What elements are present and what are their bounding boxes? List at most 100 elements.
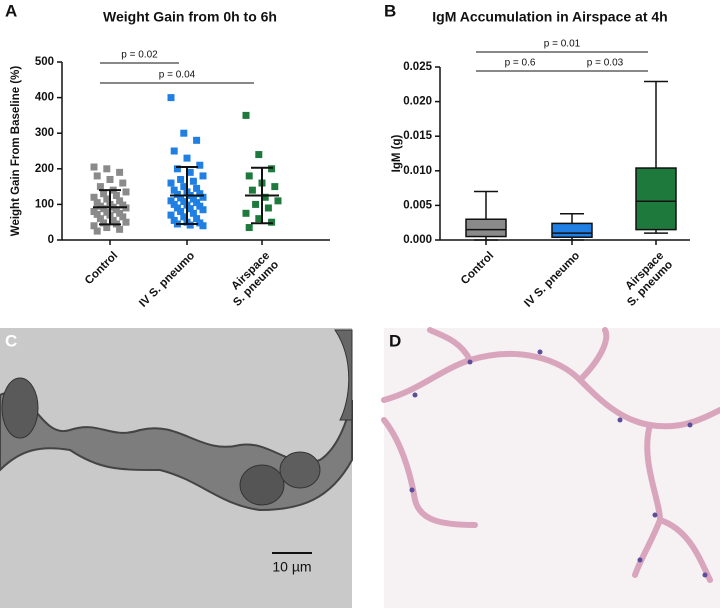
data-point [177, 194, 185, 202]
data-point [100, 219, 108, 227]
data-point [100, 190, 108, 198]
data-point [173, 190, 181, 198]
data-point [255, 215, 263, 223]
data-point [193, 136, 201, 144]
data-point [274, 197, 282, 205]
data-point [96, 215, 104, 223]
data-point [248, 186, 256, 194]
data-point [193, 215, 201, 223]
data-point [186, 221, 194, 229]
data-point [199, 172, 207, 180]
y-tick-label: 0.000 [403, 234, 432, 246]
p-value: p = 0.04 [159, 70, 196, 81]
data-point [173, 204, 181, 212]
micrograph-d: D [381, 327, 720, 608]
p-value: p = 0.02 [121, 50, 158, 61]
panel-label: C [5, 331, 17, 350]
y-tick-label: 0.025 [403, 61, 432, 73]
panel-label: B [384, 1, 396, 20]
data-point [268, 165, 276, 173]
data-point [183, 154, 191, 162]
data-point [103, 165, 111, 173]
data-point [196, 190, 204, 198]
y-tick-label: 0.005 [403, 199, 432, 211]
data-point [93, 172, 101, 180]
data-point [93, 199, 101, 207]
y-tick-label: 500 [35, 56, 54, 68]
data-point [252, 200, 260, 208]
p-value: p = 0.01 [544, 39, 581, 50]
data-point [193, 184, 201, 192]
chart-title: IgM Accumulation in Airspace at 4h [432, 9, 667, 25]
data-point [170, 216, 178, 224]
data-point [199, 222, 207, 230]
data-point [199, 206, 207, 214]
data-point [170, 200, 178, 208]
y-tick-label: 0.015 [403, 130, 432, 142]
data-point [189, 195, 197, 203]
data-point [177, 175, 185, 183]
data-point [199, 193, 207, 201]
data-point [170, 147, 178, 155]
data-point [122, 188, 130, 196]
data-point [167, 211, 175, 219]
data-point [112, 192, 120, 199]
data-point [106, 175, 114, 183]
data-point [180, 183, 188, 191]
data-point [116, 209, 124, 217]
x-tick-label: Control [83, 250, 120, 287]
data-point [116, 225, 124, 233]
data-point [93, 210, 101, 218]
p-value: p = 0.6 [505, 58, 536, 69]
x-tick-label: IV S. pneumo [137, 250, 197, 310]
data-point [100, 205, 108, 213]
data-point [180, 198, 188, 206]
data-point [96, 183, 104, 191]
panel-label: A [5, 1, 17, 20]
data-point [119, 179, 127, 187]
data-point [245, 172, 253, 180]
x-tick-label: IV S. pneumo [522, 250, 582, 310]
box [465, 218, 507, 238]
y-tick-label: 0.010 [403, 165, 432, 177]
data-point [119, 213, 127, 221]
y-tick-label: 0.020 [403, 96, 432, 108]
data-point [180, 129, 188, 137]
data-point [112, 206, 120, 214]
y-tick-label: 300 [35, 127, 54, 139]
data-point [196, 202, 204, 210]
y-tick-label: 200 [35, 163, 54, 175]
data-point [103, 224, 111, 232]
data-point [189, 209, 197, 217]
data-point [109, 216, 117, 224]
data-point [264, 204, 272, 212]
data-point [90, 163, 98, 171]
y-axis-label: IgM (g) [391, 134, 403, 172]
data-point [167, 179, 175, 187]
data-point [93, 227, 101, 235]
data-point [173, 165, 181, 173]
y-tick-label: 400 [35, 92, 54, 104]
data-point [116, 197, 124, 205]
data-point [271, 183, 279, 191]
data-point [186, 168, 194, 176]
scale-bar-label: 10 µm [272, 559, 311, 575]
data-point [167, 197, 175, 205]
data-point [177, 208, 185, 216]
data-point [167, 94, 175, 102]
p-value: p = 0.03 [587, 58, 624, 69]
data-point [90, 222, 98, 230]
data-point [261, 193, 269, 201]
data-point [186, 205, 194, 213]
data-point [193, 199, 201, 207]
box [551, 222, 593, 238]
data-point [196, 161, 204, 169]
data-point [242, 209, 250, 217]
chart-title: Weight Gain from 0h to 6h [103, 9, 277, 25]
data-point [170, 186, 178, 194]
panel-label: D [389, 331, 401, 350]
x-tick-label: Control [459, 250, 496, 287]
data-point [255, 151, 263, 159]
y-tick-label: 100 [35, 198, 54, 210]
